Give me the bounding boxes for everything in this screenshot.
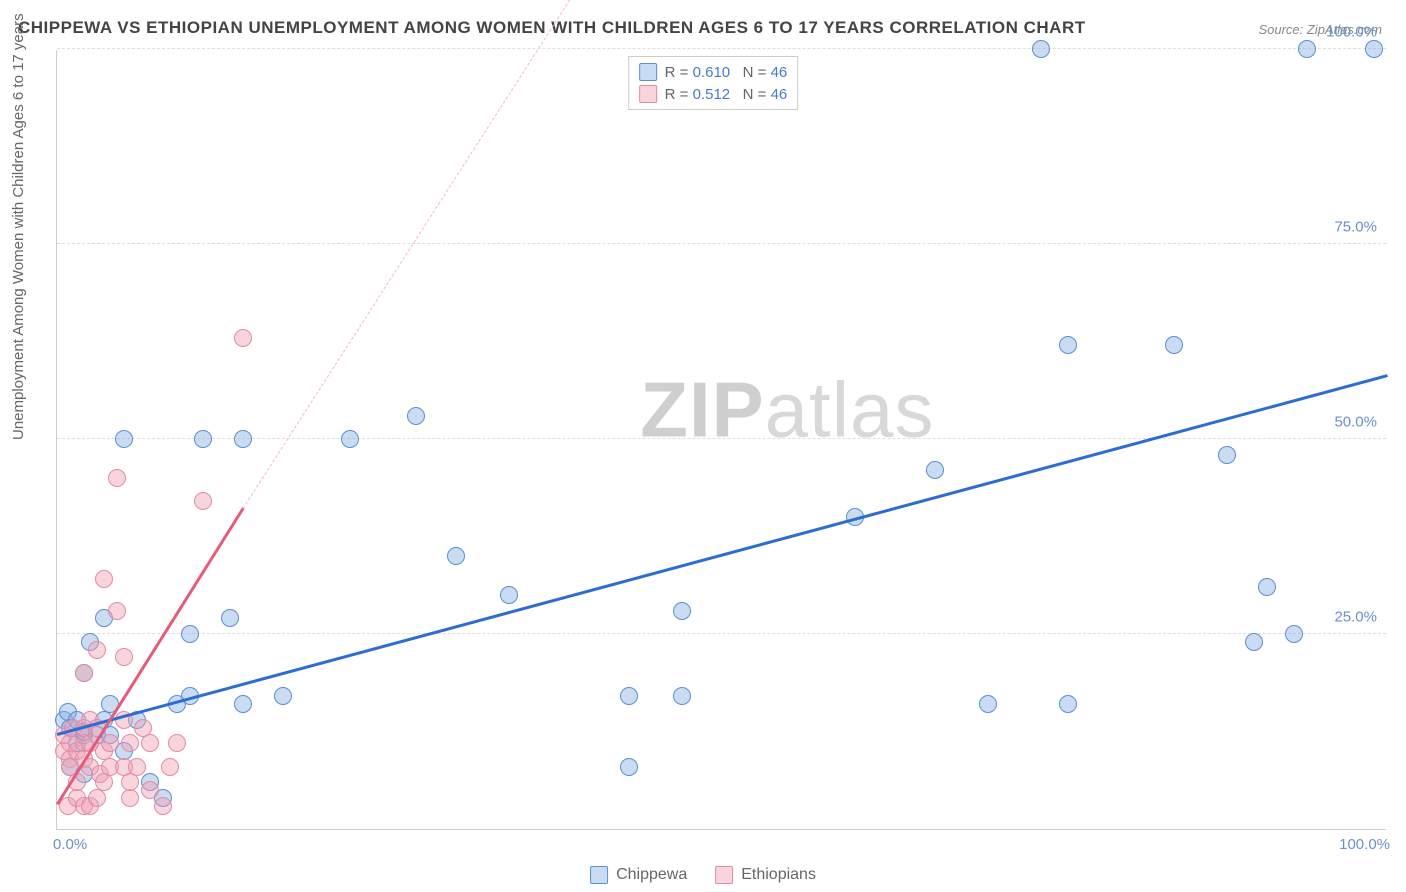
scatter-point [234,695,252,713]
scatter-point [101,734,119,752]
legend-swatch [639,63,657,81]
scatter-point [168,734,186,752]
y-tick-label: 100.0% [1317,24,1377,41]
scatter-point [1285,625,1303,643]
trend-line-extension [243,0,590,509]
scatter-point [161,758,179,776]
scatter-point [115,430,133,448]
scatter-point [115,648,133,666]
legend-item: Chippewa [590,866,687,884]
scatter-point [1218,446,1236,464]
scatter-point [121,734,139,752]
scatter-point [234,430,252,448]
scatter-point [1032,40,1050,58]
correlation-legend: R = 0.610 N = 46 R = 0.512 N = 46 [628,56,799,110]
scatter-point [121,789,139,807]
scatter-point [95,570,113,588]
legend-swatch [590,866,608,884]
scatter-point [181,625,199,643]
correlation-legend-row: R = 0.512 N = 46 [639,83,788,105]
legend-item: Ethiopians [715,866,816,884]
trend-line [56,507,244,805]
scatter-point [141,781,159,799]
x-tick-label: 100.0% [1339,836,1390,853]
scatter-point [620,758,638,776]
scatter-point [447,547,465,565]
gridline [57,633,1386,634]
scatter-point [88,789,106,807]
x-tick-label: 0.0% [53,836,87,853]
y-tick-label: 50.0% [1317,414,1377,431]
plot-area: 25.0%50.0%75.0%100.0%0.0%100.0%R = 0.610… [56,50,1386,830]
scatter-point [88,641,106,659]
scatter-point [194,430,212,448]
scatter-point [108,602,126,620]
scatter-point [154,797,172,815]
correlation-values: R = 0.610 N = 46 [665,64,788,81]
scatter-point [620,687,638,705]
y-tick-label: 25.0% [1317,609,1377,626]
scatter-point [121,773,139,791]
legend-swatch [715,866,733,884]
scatter-point [1059,695,1077,713]
correlation-legend-row: R = 0.610 N = 46 [639,61,788,83]
bottom-legend: Chippewa Ethiopians [590,866,816,884]
scatter-point [1365,40,1383,58]
scatter-point [926,461,944,479]
correlation-values: R = 0.512 N = 46 [665,86,788,103]
gridline [57,438,1386,439]
scatter-point [95,773,113,791]
scatter-point [128,758,146,776]
y-tick-label: 75.0% [1317,219,1377,236]
scatter-point [979,695,997,713]
scatter-point [141,734,159,752]
scatter-point [108,469,126,487]
scatter-point [1245,633,1263,651]
scatter-point [500,586,518,604]
legend-label: Chippewa [616,866,687,884]
y-axis-label: Unemployment Among Women with Children A… [10,13,27,440]
scatter-point [1258,578,1276,596]
scatter-point [1165,336,1183,354]
scatter-point [341,430,359,448]
gridline [57,243,1386,244]
scatter-point [221,609,239,627]
legend-swatch [639,85,657,103]
legend-label: Ethiopians [741,866,816,884]
scatter-point [673,687,691,705]
scatter-point [234,329,252,347]
scatter-point [194,492,212,510]
scatter-point [75,664,93,682]
scatter-point [407,407,425,425]
scatter-point [673,602,691,620]
trend-line [57,374,1388,735]
scatter-point [1298,40,1316,58]
scatter-point [274,687,292,705]
scatter-point [1059,336,1077,354]
gridline [57,48,1386,49]
